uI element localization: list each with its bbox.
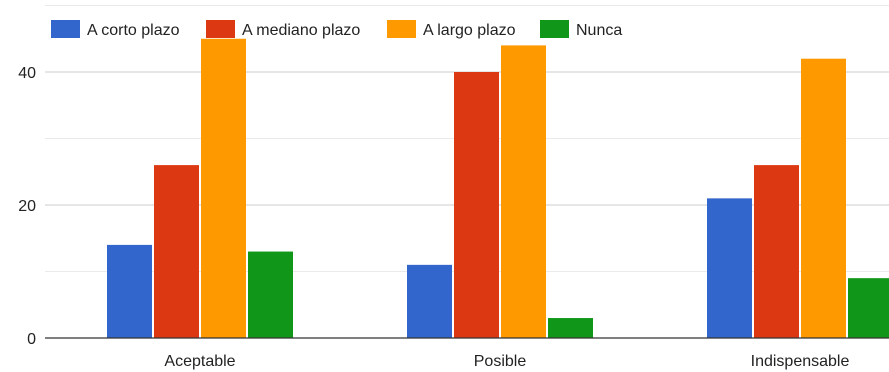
bar[interactable] bbox=[454, 72, 499, 338]
legend-label: A mediano plazo bbox=[242, 22, 360, 39]
bar[interactable] bbox=[848, 278, 889, 338]
bar[interactable] bbox=[248, 251, 293, 338]
y-tick-label: 20 bbox=[18, 198, 36, 215]
legend-item-a-mediano-plazo[interactable]: A mediano plazo bbox=[206, 20, 360, 39]
bars bbox=[107, 38, 889, 339]
legend-swatch bbox=[51, 20, 80, 38]
bar[interactable] bbox=[407, 264, 452, 338]
bar[interactable] bbox=[107, 244, 152, 338]
legend-swatch bbox=[206, 20, 235, 38]
bar[interactable] bbox=[801, 58, 846, 338]
legend-item-nunca[interactable]: Nunca bbox=[540, 20, 622, 39]
legend-item-a-largo-plazo[interactable]: A largo plazo bbox=[387, 20, 516, 39]
x-category-label: Posible bbox=[474, 353, 527, 370]
bar[interactable] bbox=[154, 165, 199, 338]
legend-swatch bbox=[387, 20, 416, 38]
x-axis: Aceptable Posible Indispensable bbox=[45, 337, 889, 370]
legend-label: A largo plazo bbox=[423, 22, 516, 39]
y-tick-label: 40 bbox=[18, 65, 36, 82]
chart-legend: A corto plazo A mediano plazo A largo plaz… bbox=[51, 20, 622, 39]
y-axis: 0 20 40 bbox=[18, 65, 36, 348]
legend-label: Nunca bbox=[576, 22, 622, 39]
bar[interactable] bbox=[201, 38, 246, 338]
bar[interactable] bbox=[754, 165, 799, 338]
x-category-label: Aceptable bbox=[164, 353, 235, 370]
bar[interactable] bbox=[707, 198, 752, 338]
legend-item-a-corto-plazo[interactable]: A corto plazo bbox=[51, 20, 180, 39]
bar[interactable] bbox=[501, 45, 546, 339]
x-category-label: Indispensable bbox=[751, 353, 850, 370]
bar[interactable] bbox=[548, 318, 593, 338]
y-tick-label: 0 bbox=[27, 331, 36, 348]
legend-label: A corto plazo bbox=[87, 22, 180, 39]
legend-swatch bbox=[540, 20, 569, 38]
